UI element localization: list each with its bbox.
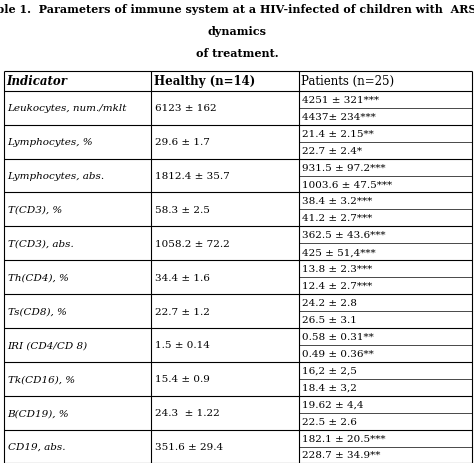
Text: 0.49 ± 0.36**: 0.49 ± 0.36** xyxy=(302,349,374,358)
Text: Patients (n=25): Patients (n=25) xyxy=(301,75,394,88)
Text: 1.5 ± 0.14: 1.5 ± 0.14 xyxy=(155,341,210,350)
Text: 425 ± 51,4***: 425 ± 51,4*** xyxy=(302,248,376,257)
Text: B(CD19), %: B(CD19), % xyxy=(8,408,69,417)
Text: dynamics: dynamics xyxy=(208,26,266,37)
Text: 41.2 ± 2.7***: 41.2 ± 2.7*** xyxy=(302,214,373,223)
Text: 22.7 ± 2.4*: 22.7 ± 2.4* xyxy=(302,146,362,155)
Text: Indicator: Indicator xyxy=(7,75,68,88)
Text: Th(CD4), %: Th(CD4), % xyxy=(8,273,68,282)
Text: Lymphocytes, abs.: Lymphocytes, abs. xyxy=(8,172,105,181)
Text: Ts(CD8), %: Ts(CD8), % xyxy=(8,307,66,316)
Text: 228.7 ± 34.9**: 228.7 ± 34.9** xyxy=(302,450,381,459)
Text: 1003.6 ± 47.5***: 1003.6 ± 47.5*** xyxy=(302,180,392,189)
Text: 0.58 ± 0.31**: 0.58 ± 0.31** xyxy=(302,332,374,341)
Text: 38.4 ± 3.2***: 38.4 ± 3.2*** xyxy=(302,197,373,206)
Text: T(CD3), %: T(CD3), % xyxy=(8,206,62,214)
Text: 58.3 ± 2.5: 58.3 ± 2.5 xyxy=(155,206,210,214)
Text: 15.4 ± 0.9: 15.4 ± 0.9 xyxy=(155,375,210,383)
Text: 16,2 ± 2,5: 16,2 ± 2,5 xyxy=(302,366,357,375)
Text: 6123 ± 162: 6123 ± 162 xyxy=(155,104,217,113)
Text: 24.2 ± 2.8: 24.2 ± 2.8 xyxy=(302,299,357,307)
Text: Table 1.  Parameters of immune system at a HIV-infected of children with  ARS in: Table 1. Parameters of immune system at … xyxy=(0,4,474,15)
Text: T(CD3), abs.: T(CD3), abs. xyxy=(8,239,73,248)
Text: 351.6 ± 29.4: 351.6 ± 29.4 xyxy=(155,442,223,451)
Text: 19.62 ± 4,4: 19.62 ± 4,4 xyxy=(302,400,364,409)
Text: 362.5 ± 43.6***: 362.5 ± 43.6*** xyxy=(302,231,386,240)
Text: 12.4 ± 2.7***: 12.4 ± 2.7*** xyxy=(302,282,373,290)
Text: 1812.4 ± 35.7: 1812.4 ± 35.7 xyxy=(155,172,230,181)
Text: 22.7 ± 1.2: 22.7 ± 1.2 xyxy=(155,307,210,316)
Text: 13.8 ± 2.3***: 13.8 ± 2.3*** xyxy=(302,265,373,274)
Text: 931.5 ± 97.2***: 931.5 ± 97.2*** xyxy=(302,163,386,172)
Text: IRI (CD4/CD 8): IRI (CD4/CD 8) xyxy=(8,341,88,350)
Text: 34.4 ± 1.6: 34.4 ± 1.6 xyxy=(155,273,210,282)
Text: Healthy (n=14): Healthy (n=14) xyxy=(154,75,255,88)
Text: CD19, abs.: CD19, abs. xyxy=(8,442,65,451)
Text: 21.4 ± 2.15**: 21.4 ± 2.15** xyxy=(302,130,374,138)
Text: Tk(CD16), %: Tk(CD16), % xyxy=(8,375,75,383)
Text: 29.6 ± 1.7: 29.6 ± 1.7 xyxy=(155,138,210,147)
Text: 18.4 ± 3,2: 18.4 ± 3,2 xyxy=(302,383,357,392)
Text: 24.3  ± 1.22: 24.3 ± 1.22 xyxy=(155,408,220,417)
Text: Leukocytes, num./mklt: Leukocytes, num./mklt xyxy=(8,104,127,113)
Text: 182.1 ± 20.5***: 182.1 ± 20.5*** xyxy=(302,434,386,443)
Text: 4437± 234***: 4437± 234*** xyxy=(302,113,376,121)
Text: Lymphocytes, %: Lymphocytes, % xyxy=(8,138,93,147)
Text: of treatment.: of treatment. xyxy=(196,48,278,59)
Text: 26.5 ± 3.1: 26.5 ± 3.1 xyxy=(302,315,357,324)
Text: 22.5 ± 2.6: 22.5 ± 2.6 xyxy=(302,417,357,425)
Text: 4251 ± 321***: 4251 ± 321*** xyxy=(302,96,379,105)
Text: 1058.2 ± 72.2: 1058.2 ± 72.2 xyxy=(155,239,230,248)
